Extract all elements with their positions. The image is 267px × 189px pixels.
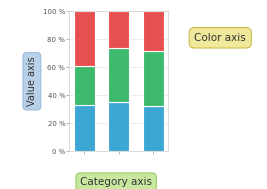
Bar (74, 11, 95, 66)
Bar (108, 11, 129, 48)
Text: Color axis: Color axis (194, 33, 246, 43)
Bar (108, 48, 129, 102)
Bar (143, 106, 164, 151)
Text: Value axis: Value axis (27, 57, 37, 106)
Text: Category axis: Category axis (80, 177, 152, 187)
Bar (143, 50, 164, 106)
Bar (143, 11, 164, 50)
Bar (108, 102, 129, 151)
Bar (74, 105, 95, 151)
Bar (74, 66, 95, 105)
